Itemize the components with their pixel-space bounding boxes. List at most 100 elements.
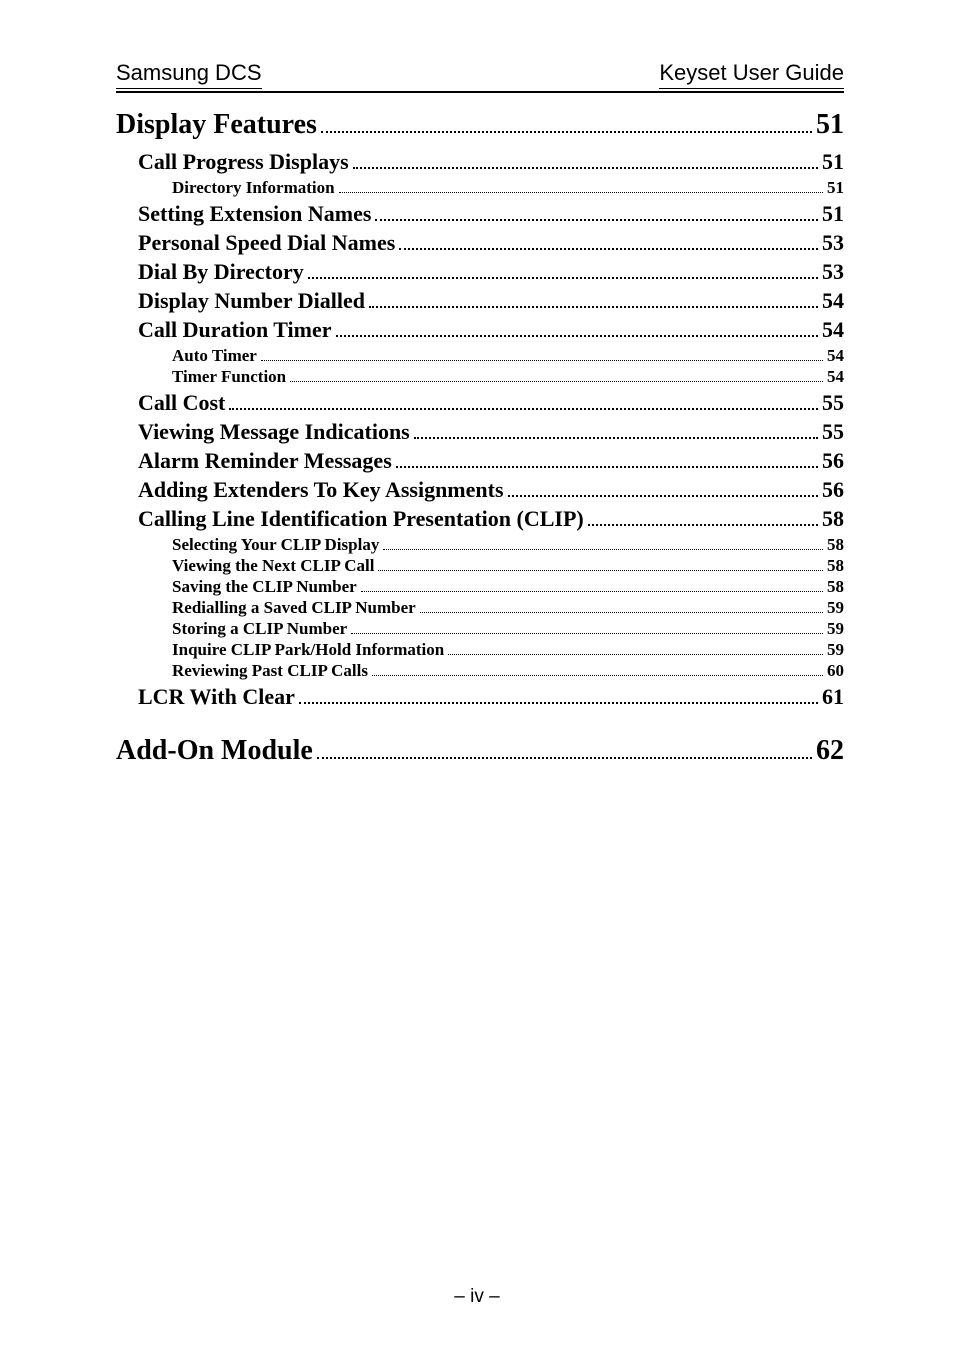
toc-page: 55 [822, 390, 844, 416]
toc-leader-dots [420, 599, 823, 613]
toc-label: Viewing Message Indications [138, 419, 410, 445]
toc-row: Display Features51 [116, 109, 844, 141]
toc-row: Alarm Reminder Messages56 [116, 448, 844, 474]
toc-leader-dots [508, 478, 818, 497]
toc-row: Display Number Dialled 54 [116, 288, 844, 314]
toc-page: 61 [822, 684, 844, 710]
toc-label: Viewing the Next CLIP Call [172, 556, 374, 576]
toc-label: Timer Function [172, 367, 286, 387]
toc-row: Call Duration Timer 54 [116, 317, 844, 343]
toc-page: 51 [822, 201, 844, 227]
toc-row: Storing a CLIP Number 59 [116, 619, 844, 639]
toc-label: Calling Line Identification Presentation… [138, 506, 584, 532]
toc-page: 59 [827, 640, 844, 660]
toc-label: Redialling a Saved CLIP Number [172, 598, 416, 618]
toc-page: 59 [827, 619, 844, 639]
toc-leader-dots [317, 736, 812, 759]
toc-row: Add-On Module 62 [116, 735, 844, 767]
toc-label: Inquire CLIP Park/Hold Information [172, 640, 444, 660]
toc-leader-dots [372, 662, 823, 676]
toc-label: Alarm Reminder Messages [138, 448, 392, 474]
toc-leader-dots [339, 179, 823, 193]
toc-row: Call Cost 55 [116, 390, 844, 416]
toc-page: 54 [827, 367, 844, 387]
toc-page: 60 [827, 661, 844, 681]
table-of-contents: Display Features51Call Progress Displays… [116, 109, 844, 767]
toc-row: LCR With Clear 61 [116, 684, 844, 710]
toc-leader-dots [351, 620, 823, 634]
toc-leader-dots [396, 449, 818, 468]
toc-leader-dots [399, 231, 818, 250]
toc-label: Personal Speed Dial Names [138, 230, 395, 256]
header-rule [116, 91, 844, 93]
toc-row: Timer Function 54 [116, 367, 844, 387]
toc-leader-dots [229, 391, 818, 410]
toc-label: Selecting Your CLIP Display [172, 535, 379, 555]
toc-page: 51 [827, 178, 844, 198]
toc-row: Inquire CLIP Park/Hold Information 59 [116, 640, 844, 660]
toc-row: Reviewing Past CLIP Calls 60 [116, 661, 844, 681]
toc-page: 56 [822, 477, 844, 503]
toc-row: Setting Extension Names 51 [116, 201, 844, 227]
toc-row: Viewing Message Indications 55 [116, 419, 844, 445]
toc-label: Display Features [116, 109, 317, 141]
toc-label: Display Number Dialled [138, 288, 365, 314]
toc-page: 62 [816, 735, 844, 767]
toc-label: Reviewing Past CLIP Calls [172, 661, 368, 681]
toc-leader-dots [299, 685, 818, 704]
toc-label: Call Progress Displays [138, 149, 349, 175]
toc-page: 54 [827, 346, 844, 366]
toc-row: Personal Speed Dial Names 53 [116, 230, 844, 256]
toc-page: 58 [822, 506, 844, 532]
toc-row: Redialling a Saved CLIP Number 59 [116, 598, 844, 618]
toc-leader-dots [414, 420, 818, 439]
page: Samsung DCS Keyset User Guide Display Fe… [0, 0, 954, 1352]
toc-leader-dots [378, 557, 823, 571]
toc-leader-dots [375, 202, 818, 221]
page-footer: – iv – [0, 1286, 954, 1308]
toc-page: 55 [822, 419, 844, 445]
toc-row: Call Progress Displays 51 [116, 149, 844, 175]
toc-label: Saving the CLIP Number [172, 577, 357, 597]
toc-row: Selecting Your CLIP Display 58 [116, 535, 844, 555]
toc-row: Viewing the Next CLIP Call 58 [116, 556, 844, 576]
toc-leader-dots [261, 347, 823, 361]
header-left: Samsung DCS [116, 60, 262, 89]
toc-label: Auto Timer [172, 346, 257, 366]
toc-page: 51 [822, 149, 844, 175]
toc-page: 59 [827, 598, 844, 618]
toc-label: Call Cost [138, 390, 225, 416]
toc-row: Saving the CLIP Number 58 [116, 577, 844, 597]
toc-leader-dots [448, 641, 823, 655]
toc-page: 54 [822, 317, 844, 343]
toc-page: 58 [827, 556, 844, 576]
toc-leader-dots [383, 536, 823, 550]
page-header: Samsung DCS Keyset User Guide [116, 60, 844, 89]
toc-label: Dial By Directory [138, 259, 304, 285]
toc-label: Storing a CLIP Number [172, 619, 347, 639]
toc-page: 54 [822, 288, 844, 314]
toc-label: Call Duration Timer [138, 317, 332, 343]
toc-page: 58 [827, 535, 844, 555]
toc-page: 53 [822, 230, 844, 256]
toc-page: 58 [827, 577, 844, 597]
toc-gap [116, 713, 844, 731]
toc-row: Calling Line Identification Presentation… [116, 506, 844, 532]
toc-leader-dots [336, 318, 818, 337]
toc-leader-dots [290, 368, 823, 382]
toc-leader-dots [321, 110, 812, 133]
toc-label: Add-On Module [116, 735, 313, 767]
toc-leader-dots [369, 289, 818, 308]
toc-label: Setting Extension Names [138, 201, 371, 227]
toc-label: LCR With Clear [138, 684, 295, 710]
toc-leader-dots [308, 260, 818, 279]
toc-leader-dots [353, 150, 818, 169]
toc-leader-dots [588, 507, 818, 526]
toc-label: Directory Information [172, 178, 335, 198]
toc-row: Adding Extenders To Key Assignments56 [116, 477, 844, 503]
toc-row: Dial By Directory 53 [116, 259, 844, 285]
toc-row: Auto Timer 54 [116, 346, 844, 366]
toc-leader-dots [361, 578, 823, 592]
toc-row: Directory Information 51 [116, 178, 844, 198]
toc-page: 53 [822, 259, 844, 285]
